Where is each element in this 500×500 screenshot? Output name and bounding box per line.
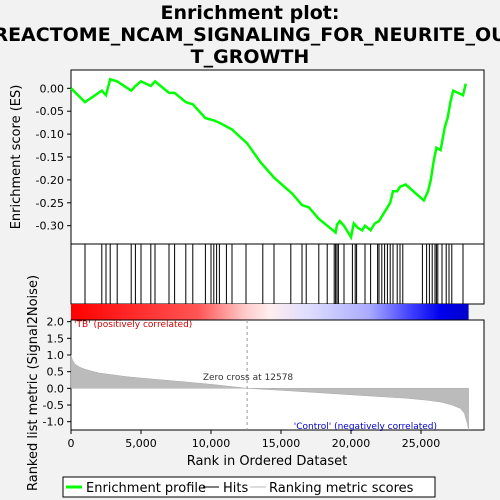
x-tick-label: 5,000 xyxy=(125,437,157,450)
ranked-y-tick-label: 0.0 xyxy=(47,382,65,395)
ranked-y-tick-label: 1.5 xyxy=(47,332,65,345)
ranked-y-axis: 2.0 1.5 1.0 0.5 0.0 -0.5 -1.0 xyxy=(43,316,71,429)
ranked-y-axis-label: Ranked list metric (Signal2Noise) xyxy=(26,275,41,491)
hits-lines xyxy=(84,244,464,304)
es-y-tick-label: -0.30 xyxy=(36,220,64,233)
ranked-y-tick-label: -0.5 xyxy=(43,399,64,412)
ranked-y-tick-label: -1.0 xyxy=(43,416,64,429)
zero-cross-label: Zero cross at 12578 xyxy=(203,373,294,383)
es-y-tick-label: -0.20 xyxy=(36,174,64,187)
ranked-y-tick-label: 1.0 xyxy=(47,349,65,362)
ranked-y-tick-label: 0.5 xyxy=(47,366,65,379)
legend-label-ranking-metric: Ranking metric scores xyxy=(269,481,414,496)
hits-panel xyxy=(70,243,485,305)
x-tick-label: 25,000 xyxy=(402,437,441,450)
es-panel xyxy=(70,69,485,245)
chart-title: Enrichment plot: REACTOME_NCAM_SIGNALING… xyxy=(0,2,500,68)
es-y-tick-label: 0.00 xyxy=(40,82,65,95)
ranked-metric-panel xyxy=(70,319,485,431)
legend-box xyxy=(62,476,436,498)
es-y-tick-label: -0.10 xyxy=(36,128,64,141)
legend: Enrichment profile Hits Ranking metric s… xyxy=(62,476,436,498)
es-y-tick-label: -0.05 xyxy=(36,105,64,118)
x-axis: 0 5,000 10,000 15,000 20,000 25,000 xyxy=(68,430,441,450)
es-y-axis-label: Enrichment score (ES) xyxy=(9,85,24,230)
x-tick-label: 0 xyxy=(68,437,75,450)
es-y-tick-label: -0.25 xyxy=(36,197,64,210)
ranked-y-tick-label: 2.0 xyxy=(47,316,65,329)
title-line-3: T_GROWTH xyxy=(191,46,310,68)
x-tick-label: 20,000 xyxy=(332,437,371,450)
es-y-tick-label: -0.15 xyxy=(36,151,64,164)
x-tick-label: 10,000 xyxy=(192,437,231,450)
ranking-metric-area xyxy=(70,354,469,431)
negative-correlation-label: 'Control' (negatively correlated) xyxy=(294,422,437,432)
x-axis-label: Rank in Ordered Dataset xyxy=(187,454,348,469)
ranking-color-bar xyxy=(71,304,469,320)
title-line-1: Enrichment plot: xyxy=(161,2,340,24)
x-tick-label: 15,000 xyxy=(262,437,301,450)
title-line-2: REACTOME_NCAM_SIGNALING_FOR_NEURITE_OU xyxy=(0,24,500,46)
es-y-axis: 0.00 -0.05 -0.10 -0.15 -0.20 -0.25 -0.30 xyxy=(36,82,71,233)
positive-correlation-label: 'TB' (positively correlated) xyxy=(74,320,192,330)
legend-label-enrichment-profile: Enrichment profile xyxy=(86,481,206,496)
legend-label-hits: Hits xyxy=(223,481,248,496)
enrichment-profile-line xyxy=(70,77,468,241)
